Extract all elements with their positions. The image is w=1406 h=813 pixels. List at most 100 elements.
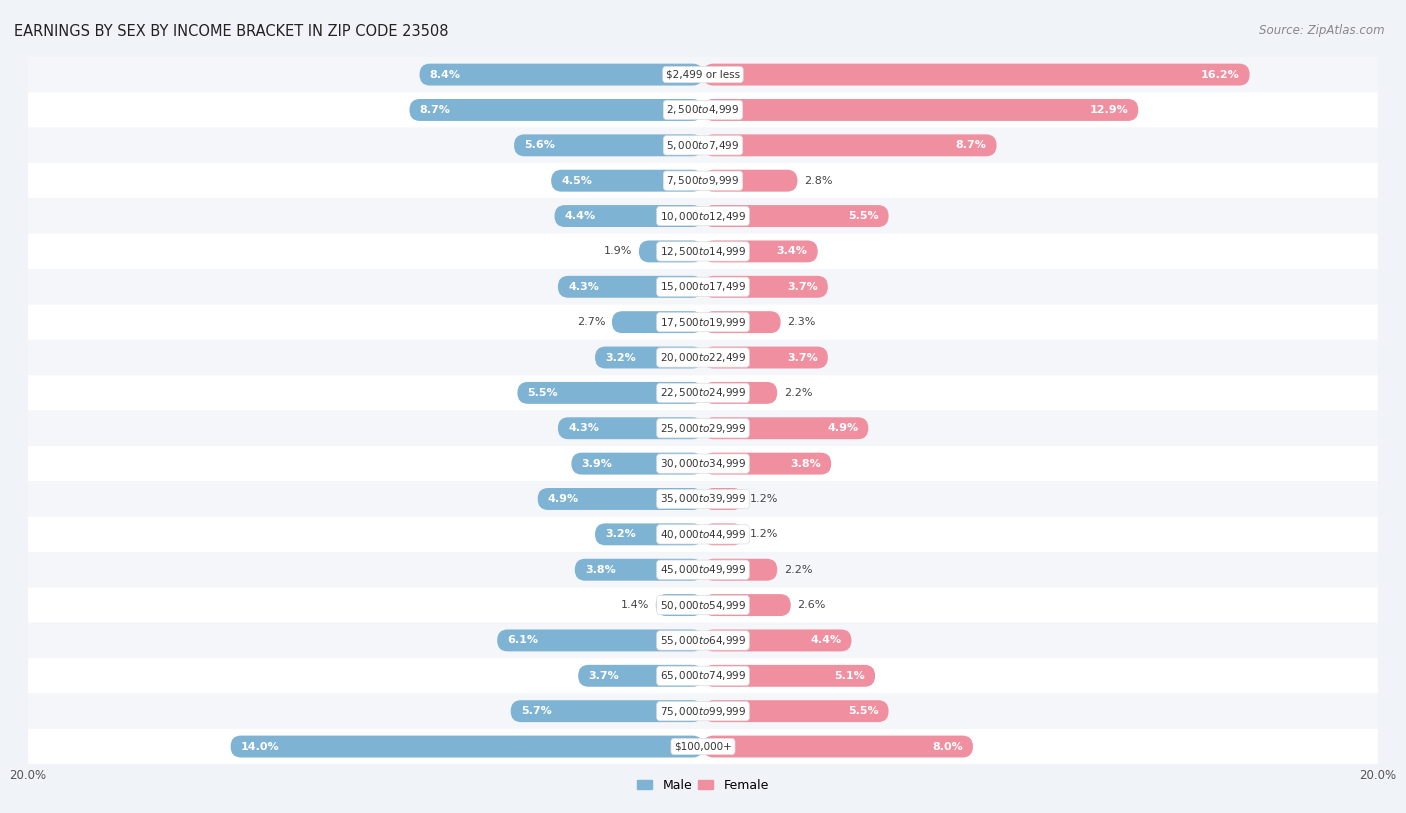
- FancyBboxPatch shape: [28, 411, 1378, 446]
- Text: $25,000 to $29,999: $25,000 to $29,999: [659, 422, 747, 435]
- Text: $35,000 to $39,999: $35,000 to $39,999: [659, 493, 747, 506]
- FancyBboxPatch shape: [28, 481, 1378, 517]
- FancyBboxPatch shape: [703, 382, 778, 404]
- FancyBboxPatch shape: [578, 665, 703, 687]
- FancyBboxPatch shape: [571, 453, 703, 475]
- FancyBboxPatch shape: [575, 559, 703, 580]
- Text: $100,000+: $100,000+: [673, 741, 733, 751]
- Text: $50,000 to $54,999: $50,000 to $54,999: [659, 598, 747, 611]
- FancyBboxPatch shape: [703, 134, 997, 156]
- FancyBboxPatch shape: [231, 736, 703, 758]
- FancyBboxPatch shape: [28, 587, 1378, 623]
- FancyBboxPatch shape: [28, 623, 1378, 659]
- FancyBboxPatch shape: [558, 417, 703, 439]
- Legend: Male, Female: Male, Female: [633, 774, 773, 797]
- FancyBboxPatch shape: [703, 488, 744, 510]
- FancyBboxPatch shape: [703, 453, 831, 475]
- Text: EARNINGS BY SEX BY INCOME BRACKET IN ZIP CODE 23508: EARNINGS BY SEX BY INCOME BRACKET IN ZIP…: [14, 24, 449, 39]
- FancyBboxPatch shape: [595, 346, 703, 368]
- FancyBboxPatch shape: [28, 128, 1378, 163]
- FancyBboxPatch shape: [28, 552, 1378, 587]
- FancyBboxPatch shape: [28, 693, 1378, 729]
- Text: $75,000 to $99,999: $75,000 to $99,999: [659, 705, 747, 718]
- FancyBboxPatch shape: [28, 269, 1378, 304]
- Text: $2,499 or less: $2,499 or less: [666, 70, 740, 80]
- Text: 4.4%: 4.4%: [810, 636, 841, 646]
- FancyBboxPatch shape: [703, 559, 778, 580]
- Text: 8.4%: 8.4%: [430, 70, 461, 80]
- FancyBboxPatch shape: [28, 375, 1378, 411]
- Text: $20,000 to $22,499: $20,000 to $22,499: [659, 351, 747, 364]
- Text: 3.8%: 3.8%: [790, 459, 821, 468]
- Text: 3.7%: 3.7%: [787, 353, 818, 363]
- FancyBboxPatch shape: [703, 417, 869, 439]
- Text: 2.2%: 2.2%: [785, 388, 813, 398]
- FancyBboxPatch shape: [558, 276, 703, 298]
- Text: $12,500 to $14,999: $12,500 to $14,999: [659, 245, 747, 258]
- Text: 5.5%: 5.5%: [848, 706, 879, 716]
- Text: 12.9%: 12.9%: [1090, 105, 1128, 115]
- Text: $30,000 to $34,999: $30,000 to $34,999: [659, 457, 747, 470]
- Text: 6.1%: 6.1%: [508, 636, 538, 646]
- FancyBboxPatch shape: [703, 524, 744, 546]
- Text: $40,000 to $44,999: $40,000 to $44,999: [659, 528, 747, 541]
- Text: 4.9%: 4.9%: [548, 494, 579, 504]
- FancyBboxPatch shape: [703, 629, 852, 651]
- FancyBboxPatch shape: [703, 241, 818, 263]
- Text: 2.3%: 2.3%: [787, 317, 815, 327]
- Text: 3.7%: 3.7%: [787, 282, 818, 292]
- Text: 8.7%: 8.7%: [956, 141, 987, 150]
- Text: 4.3%: 4.3%: [568, 282, 599, 292]
- Text: $17,500 to $19,999: $17,500 to $19,999: [659, 315, 747, 328]
- Text: 1.2%: 1.2%: [751, 529, 779, 539]
- Text: 4.3%: 4.3%: [568, 424, 599, 433]
- FancyBboxPatch shape: [638, 241, 703, 263]
- Text: 3.7%: 3.7%: [588, 671, 619, 680]
- Text: 3.9%: 3.9%: [582, 459, 613, 468]
- FancyBboxPatch shape: [28, 517, 1378, 552]
- Text: 1.2%: 1.2%: [751, 494, 779, 504]
- FancyBboxPatch shape: [703, 346, 828, 368]
- Text: $55,000 to $64,999: $55,000 to $64,999: [659, 634, 747, 647]
- Text: 3.2%: 3.2%: [605, 353, 636, 363]
- Text: 2.6%: 2.6%: [797, 600, 825, 610]
- FancyBboxPatch shape: [703, 665, 875, 687]
- Text: 5.5%: 5.5%: [527, 388, 558, 398]
- Text: $7,500 to $9,999: $7,500 to $9,999: [666, 174, 740, 187]
- Text: 3.8%: 3.8%: [585, 565, 616, 575]
- FancyBboxPatch shape: [703, 311, 780, 333]
- Text: 5.6%: 5.6%: [524, 141, 555, 150]
- Text: 4.4%: 4.4%: [565, 211, 596, 221]
- Text: 3.2%: 3.2%: [605, 529, 636, 539]
- Text: 8.7%: 8.7%: [419, 105, 450, 115]
- FancyBboxPatch shape: [551, 170, 703, 192]
- Text: $65,000 to $74,999: $65,000 to $74,999: [659, 669, 747, 682]
- Text: 4.5%: 4.5%: [561, 176, 592, 185]
- Text: 5.7%: 5.7%: [520, 706, 551, 716]
- Text: 2.8%: 2.8%: [804, 176, 832, 185]
- Text: Source: ZipAtlas.com: Source: ZipAtlas.com: [1260, 24, 1385, 37]
- FancyBboxPatch shape: [703, 63, 1250, 85]
- FancyBboxPatch shape: [28, 57, 1378, 92]
- Text: 8.0%: 8.0%: [932, 741, 963, 751]
- Text: $10,000 to $12,499: $10,000 to $12,499: [659, 210, 747, 223]
- Text: $2,500 to $4,999: $2,500 to $4,999: [666, 103, 740, 116]
- FancyBboxPatch shape: [409, 99, 703, 121]
- Text: 1.9%: 1.9%: [603, 246, 633, 256]
- FancyBboxPatch shape: [595, 524, 703, 546]
- FancyBboxPatch shape: [419, 63, 703, 85]
- FancyBboxPatch shape: [28, 446, 1378, 481]
- Text: $22,500 to $24,999: $22,500 to $24,999: [659, 386, 747, 399]
- Text: 4.9%: 4.9%: [827, 424, 858, 433]
- Text: 14.0%: 14.0%: [240, 741, 280, 751]
- Text: 5.1%: 5.1%: [834, 671, 865, 680]
- FancyBboxPatch shape: [498, 629, 703, 651]
- Text: 2.2%: 2.2%: [785, 565, 813, 575]
- FancyBboxPatch shape: [517, 382, 703, 404]
- FancyBboxPatch shape: [28, 92, 1378, 128]
- Text: 16.2%: 16.2%: [1201, 70, 1240, 80]
- FancyBboxPatch shape: [510, 700, 703, 722]
- Text: 3.4%: 3.4%: [776, 246, 807, 256]
- FancyBboxPatch shape: [28, 163, 1378, 198]
- FancyBboxPatch shape: [703, 736, 973, 758]
